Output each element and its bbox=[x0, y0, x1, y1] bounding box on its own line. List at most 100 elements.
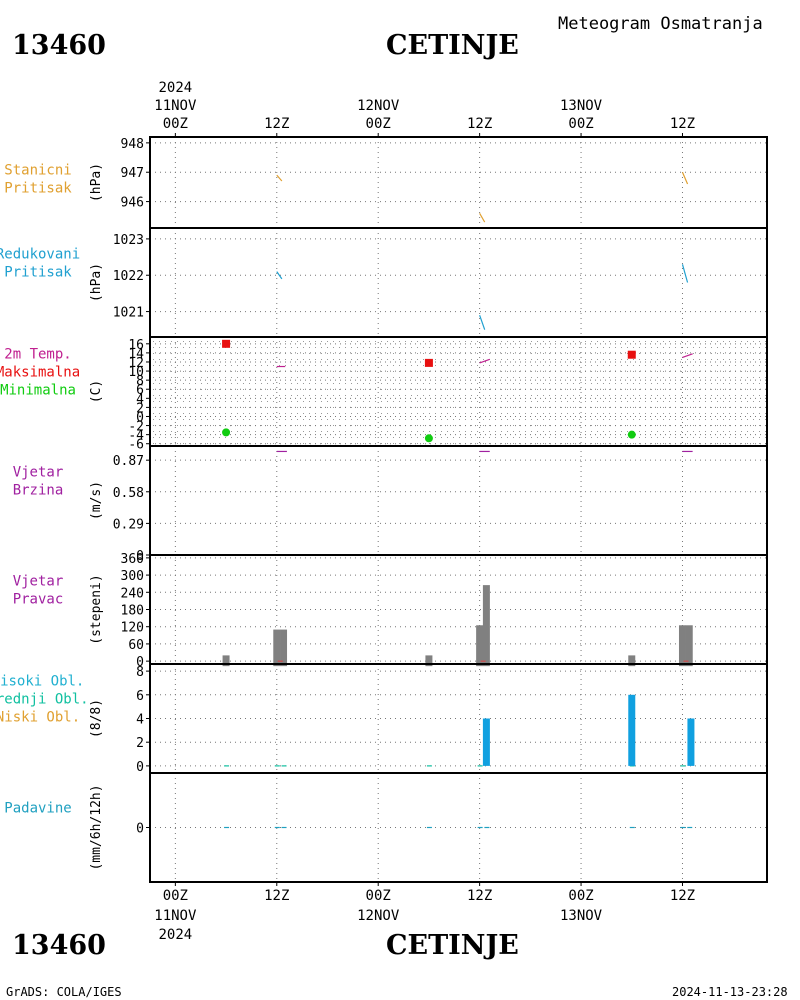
background-dot bbox=[621, 395, 622, 396]
background-dot bbox=[375, 413, 376, 414]
chart-frame bbox=[149, 136, 768, 883]
station-id-bottom: 13460 bbox=[12, 930, 106, 961]
background-dot bbox=[639, 419, 640, 420]
cloud-bar bbox=[482, 718, 490, 766]
background-dot bbox=[639, 341, 640, 342]
background-dot bbox=[231, 371, 232, 372]
background-dot bbox=[741, 425, 742, 426]
time-hour-label: 00Z bbox=[163, 116, 188, 132]
background-dot bbox=[159, 383, 160, 384]
background-dot bbox=[477, 371, 478, 372]
background-dot bbox=[285, 383, 286, 384]
background-dot bbox=[669, 389, 670, 390]
background-dot bbox=[699, 359, 700, 360]
background-dot bbox=[351, 353, 352, 354]
background-dot bbox=[699, 353, 700, 354]
background-dot bbox=[705, 413, 706, 414]
background-dot bbox=[171, 359, 172, 360]
background-dot bbox=[231, 365, 232, 366]
background-dot bbox=[699, 419, 700, 420]
background-dot bbox=[201, 425, 202, 426]
background-dot bbox=[291, 371, 292, 372]
background-dot bbox=[549, 437, 550, 438]
background-dot bbox=[327, 347, 328, 348]
background-dot bbox=[705, 431, 706, 432]
background-dot bbox=[363, 341, 364, 342]
background-dot bbox=[417, 425, 418, 426]
background-dot bbox=[153, 377, 154, 378]
background-dot bbox=[711, 359, 712, 360]
background-dot bbox=[597, 395, 598, 396]
background-dot bbox=[255, 437, 256, 438]
background-dot bbox=[291, 431, 292, 432]
background-dot bbox=[561, 341, 562, 342]
background-dot bbox=[525, 437, 526, 438]
background-dot bbox=[279, 365, 280, 366]
background-dot bbox=[399, 341, 400, 342]
background-dot bbox=[255, 413, 256, 414]
background-dot bbox=[753, 401, 754, 402]
background-dot bbox=[399, 443, 400, 444]
background-dot bbox=[387, 377, 388, 378]
background-dot bbox=[171, 425, 172, 426]
background-dot bbox=[561, 353, 562, 354]
background-dot bbox=[597, 407, 598, 408]
background-dot bbox=[495, 353, 496, 354]
background-dot bbox=[423, 371, 424, 372]
background-dot bbox=[363, 413, 364, 414]
background-dot bbox=[333, 347, 334, 348]
background-dot bbox=[627, 377, 628, 378]
panel-unit-label: (C) bbox=[89, 380, 104, 403]
background-dot bbox=[501, 359, 502, 360]
background-dot bbox=[519, 389, 520, 390]
background-dot bbox=[423, 419, 424, 420]
background-dot bbox=[159, 359, 160, 360]
background-dot bbox=[639, 377, 640, 378]
background-dot bbox=[573, 425, 574, 426]
background-dot bbox=[393, 365, 394, 366]
background-dot bbox=[351, 359, 352, 360]
background-dot bbox=[549, 341, 550, 342]
y-tick-label: 6 bbox=[136, 383, 144, 398]
background-dot bbox=[459, 413, 460, 414]
background-dot bbox=[441, 443, 442, 444]
background-dot bbox=[213, 383, 214, 384]
direction-bar bbox=[425, 655, 433, 667]
background-dot bbox=[183, 437, 184, 438]
background-dot bbox=[675, 353, 676, 354]
background-dot bbox=[531, 413, 532, 414]
background-dot bbox=[441, 395, 442, 396]
background-dot bbox=[267, 365, 268, 366]
background-dot bbox=[357, 341, 358, 342]
background-dot bbox=[555, 353, 556, 354]
background-dot bbox=[693, 413, 694, 414]
background-dot bbox=[633, 401, 634, 402]
background-dot bbox=[189, 389, 190, 390]
background-dot bbox=[597, 389, 598, 390]
background-dot bbox=[453, 407, 454, 408]
background-dot bbox=[711, 443, 712, 444]
background-dot bbox=[177, 425, 178, 426]
background-dot bbox=[405, 359, 406, 360]
background-dot bbox=[177, 365, 178, 366]
background-dot bbox=[543, 359, 544, 360]
background-dot bbox=[219, 419, 220, 420]
background-dot bbox=[657, 365, 658, 366]
background-dot bbox=[273, 383, 274, 384]
background-dot bbox=[327, 341, 328, 342]
background-dot bbox=[453, 389, 454, 390]
background-dot bbox=[453, 383, 454, 384]
background-dot bbox=[189, 371, 190, 372]
background-dot bbox=[633, 413, 634, 414]
background-dot bbox=[687, 413, 688, 414]
background-dot bbox=[285, 347, 286, 348]
background-dot bbox=[669, 401, 670, 402]
background-dot bbox=[759, 347, 760, 348]
background-dot bbox=[159, 401, 160, 402]
background-dot bbox=[687, 341, 688, 342]
background-dot bbox=[249, 383, 250, 384]
background-dot bbox=[471, 407, 472, 408]
background-dot bbox=[489, 413, 490, 414]
background-dot bbox=[321, 437, 322, 438]
background-dot bbox=[225, 395, 226, 396]
